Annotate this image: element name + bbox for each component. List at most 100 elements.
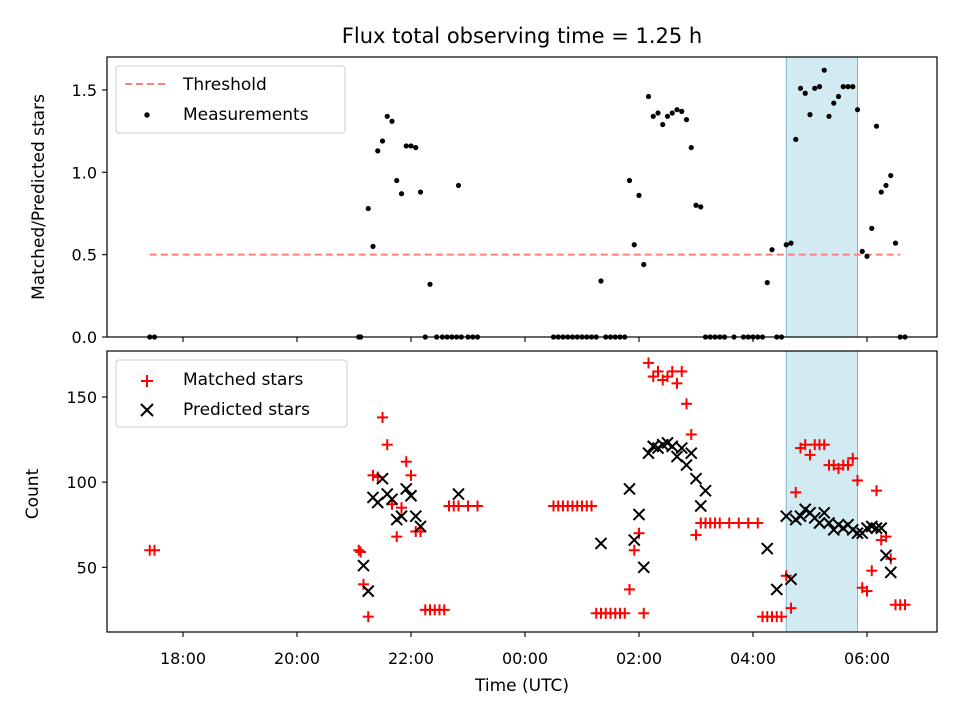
- measurement-point: [403, 143, 409, 149]
- matched-star-marker: [723, 517, 735, 529]
- top-y-tick-label: 0.0: [72, 328, 97, 347]
- top-y-axis-label: Matched/Predicted stars: [29, 94, 49, 300]
- measurement-point: [888, 172, 894, 179]
- matched-star-marker: [643, 357, 654, 369]
- measurement-point: [854, 107, 861, 113]
- matched-star-marker: [776, 611, 787, 623]
- measurement-point: [669, 110, 675, 116]
- matched-star-marker: [676, 365, 688, 377]
- measurement-point: [812, 85, 818, 91]
- measurement-point: [769, 247, 775, 253]
- matched-star-marker: [804, 449, 816, 461]
- bottom-y-axis-label: Count: [23, 468, 43, 519]
- measurement-point: [835, 93, 842, 100]
- predicted-star-marker: [623, 482, 636, 496]
- measurement-point: [394, 177, 400, 184]
- predicted-star-marker: [780, 509, 793, 523]
- measurement-point: [664, 113, 671, 119]
- measurement-point: [427, 281, 433, 287]
- predicted-star-marker: [784, 572, 798, 586]
- top-y-tick-label: 0.5: [72, 246, 97, 265]
- x-tick-label: 22:00: [388, 649, 434, 668]
- matched-legend-label: Matched stars: [183, 370, 303, 390]
- measurement-point: [636, 192, 642, 198]
- matched-legend-swatch: [141, 375, 153, 387]
- measurement-point: [878, 189, 884, 195]
- matched-star-marker: [714, 517, 726, 529]
- measurement-point: [655, 110, 661, 116]
- matched-star-marker: [400, 456, 412, 468]
- measurement-point: [631, 242, 637, 248]
- matched-star-marker: [799, 439, 811, 451]
- matched-star-marker: [633, 527, 645, 539]
- matched-star-marker: [790, 486, 802, 498]
- top-highlight-span: [785, 56, 858, 338]
- measurement-point: [873, 123, 880, 129]
- matched-star-marker: [647, 371, 659, 383]
- matched-star-marker: [652, 365, 664, 377]
- bottom-y-tick-label: 150: [66, 388, 97, 407]
- predicted-star-marker: [680, 458, 693, 472]
- predicted-star-marker: [822, 516, 836, 530]
- threshold-legend-label: Threshold: [182, 75, 267, 95]
- matched-star-marker: [785, 602, 797, 614]
- top-y-tick-label: 1.5: [72, 81, 97, 100]
- measurement-point: [688, 144, 694, 151]
- measurement-point: [674, 107, 680, 113]
- matched-star-marker: [662, 371, 673, 383]
- matched-star-marker: [866, 565, 878, 577]
- matched-star-marker: [638, 607, 650, 619]
- top-y-tick-label: 1.0: [72, 163, 97, 182]
- predicted-star-marker: [818, 506, 831, 519]
- measurement-point: [831, 100, 837, 106]
- measurement-point: [417, 189, 424, 195]
- predicted-star-marker: [632, 508, 646, 521]
- predicted-star-marker: [409, 509, 422, 523]
- predicted-star-marker: [385, 492, 399, 506]
- matched-star-marker: [362, 611, 374, 623]
- measurement-point: [365, 205, 371, 212]
- measurement-point: [892, 240, 899, 246]
- predicted-star-marker: [699, 484, 712, 497]
- measurement-point: [869, 225, 875, 231]
- top-legend-box: [115, 65, 346, 134]
- predicted-star-marker: [813, 516, 826, 530]
- predicted-star-marker: [770, 583, 783, 596]
- matched-star-marker: [358, 578, 369, 590]
- predicted-star-marker: [875, 521, 888, 535]
- predicted-star-marker: [376, 472, 389, 485]
- measurement-point: [379, 138, 386, 144]
- x-tick-label: 20:00: [274, 649, 320, 668]
- matched-star-marker: [386, 498, 398, 510]
- matched-star-marker: [690, 529, 702, 541]
- top-panel-frame: [106, 56, 938, 338]
- predicted-star-marker: [404, 489, 418, 502]
- measurement-point: [693, 202, 699, 208]
- measurement-point: [783, 242, 789, 248]
- x-tick-label: 06:00: [844, 649, 890, 668]
- measurement-point: [802, 90, 808, 96]
- measurement-point: [859, 248, 865, 254]
- measurement-point: [826, 113, 832, 119]
- matched-star-marker: [671, 377, 683, 389]
- predicted-star-marker: [851, 527, 864, 540]
- measurement-point: [650, 113, 656, 119]
- matched-star-marker: [852, 474, 863, 486]
- measurements-legend-swatch: [144, 112, 150, 118]
- predicted-star-marker: [675, 441, 688, 455]
- predicted-star-marker: [362, 584, 375, 598]
- top-panel: 0.0 0.5 1.0 1.5 Matched/Predicted stars Thr…: [29, 56, 938, 347]
- measurement-point: [679, 108, 685, 114]
- matched-star-marker: [742, 517, 754, 529]
- bottom-legend: Matched stars Predicted stars: [115, 359, 348, 428]
- x-tick-label: 02:00: [616, 649, 662, 668]
- chart-title: Flux total observing time = 1.25 h: [342, 24, 702, 48]
- measurement-point: [683, 116, 690, 123]
- predicted-star-marker: [761, 542, 774, 555]
- bottom-panel: 50 100 150 18:00 20:00 22:00 00:00 02:00 04:00 0…: [23, 350, 938, 668]
- predicted-legend-label: Predicted stars: [183, 400, 310, 420]
- matched-star-marker: [462, 500, 474, 512]
- matched-star-marker: [899, 599, 911, 611]
- bottom-y-tick-label: 100: [66, 473, 97, 492]
